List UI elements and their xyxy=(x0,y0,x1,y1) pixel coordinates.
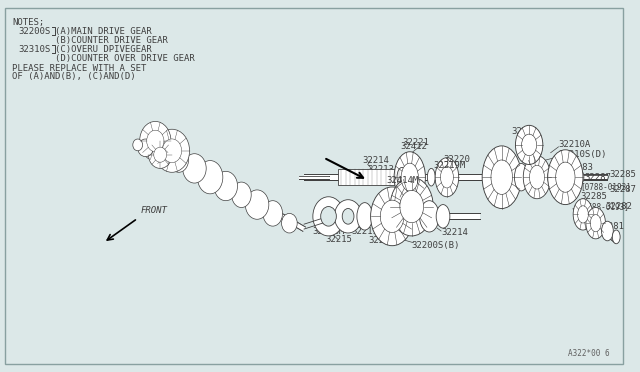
Text: 32210A: 32210A xyxy=(559,140,591,150)
Ellipse shape xyxy=(372,206,382,226)
Text: 32412: 32412 xyxy=(400,142,427,151)
Ellipse shape xyxy=(602,221,613,241)
Ellipse shape xyxy=(263,201,282,226)
Ellipse shape xyxy=(282,214,297,233)
Ellipse shape xyxy=(182,154,206,183)
Ellipse shape xyxy=(138,139,154,157)
Ellipse shape xyxy=(515,163,528,191)
Text: 32219: 32219 xyxy=(351,227,378,235)
Ellipse shape xyxy=(548,167,557,187)
Text: 32218M: 32218M xyxy=(312,227,344,235)
Text: 32287: 32287 xyxy=(609,185,636,195)
Ellipse shape xyxy=(169,147,189,172)
Ellipse shape xyxy=(197,161,223,194)
Ellipse shape xyxy=(214,171,237,201)
Text: 32200S(B): 32200S(B) xyxy=(412,241,460,250)
Ellipse shape xyxy=(154,147,166,162)
Ellipse shape xyxy=(380,200,404,232)
Ellipse shape xyxy=(428,169,435,186)
Text: 32283: 32283 xyxy=(566,163,593,172)
Ellipse shape xyxy=(612,230,620,244)
Text: 32214: 32214 xyxy=(363,156,390,165)
Ellipse shape xyxy=(420,201,439,232)
Text: 32310S: 32310S xyxy=(19,45,51,54)
Ellipse shape xyxy=(334,200,362,233)
Ellipse shape xyxy=(313,197,344,236)
Ellipse shape xyxy=(515,125,543,164)
Text: 32220: 32220 xyxy=(443,155,470,164)
Ellipse shape xyxy=(140,121,171,161)
Ellipse shape xyxy=(133,139,143,151)
Ellipse shape xyxy=(163,139,182,163)
Text: [0788-0193]: [0788-0193] xyxy=(578,202,629,211)
Ellipse shape xyxy=(154,129,189,172)
Ellipse shape xyxy=(321,206,337,226)
Ellipse shape xyxy=(577,206,588,223)
Text: NOTES;: NOTES; xyxy=(12,18,45,27)
Text: [0788-0193]: [0788-0193] xyxy=(580,183,631,192)
Ellipse shape xyxy=(342,209,354,224)
Text: 32287: 32287 xyxy=(584,173,611,182)
Ellipse shape xyxy=(357,203,372,230)
Ellipse shape xyxy=(400,190,424,223)
Ellipse shape xyxy=(522,134,537,155)
Ellipse shape xyxy=(491,160,513,195)
Ellipse shape xyxy=(440,166,453,188)
Text: 32281: 32281 xyxy=(598,222,625,231)
Text: (D)COUNTER OVER DRIVE GEAR: (D)COUNTER OVER DRIVE GEAR xyxy=(56,54,195,63)
Ellipse shape xyxy=(401,163,419,191)
Text: OF (A)AND(B), (C)AND(D): OF (A)AND(B), (C)AND(D) xyxy=(12,73,136,81)
Text: (C)OVERU DPIVEGEAR: (C)OVERU DPIVEGEAR xyxy=(56,45,152,54)
Ellipse shape xyxy=(371,187,413,246)
Ellipse shape xyxy=(556,162,575,192)
Bar xyxy=(339,169,402,185)
Polygon shape xyxy=(304,174,607,180)
Text: 32231: 32231 xyxy=(511,127,538,136)
Text: 32282: 32282 xyxy=(605,202,632,211)
Ellipse shape xyxy=(564,170,572,184)
Text: 32214: 32214 xyxy=(441,228,468,237)
Polygon shape xyxy=(147,136,305,231)
Ellipse shape xyxy=(245,190,269,219)
Ellipse shape xyxy=(482,146,522,209)
Text: (B)COUNTER DRIVE GEAR: (B)COUNTER DRIVE GEAR xyxy=(56,36,168,45)
Ellipse shape xyxy=(435,158,459,197)
Ellipse shape xyxy=(397,167,407,187)
Polygon shape xyxy=(324,214,480,219)
Text: PLEASE REPLACE WITH A SET: PLEASE REPLACE WITH A SET xyxy=(12,64,147,73)
Ellipse shape xyxy=(232,182,252,208)
Polygon shape xyxy=(559,175,607,179)
Ellipse shape xyxy=(394,152,426,203)
Ellipse shape xyxy=(590,215,601,232)
Polygon shape xyxy=(573,204,619,243)
Ellipse shape xyxy=(576,170,584,184)
Text: 32285: 32285 xyxy=(580,192,607,201)
Text: 32221: 32221 xyxy=(402,138,429,147)
Ellipse shape xyxy=(573,199,593,230)
Text: 32215: 32215 xyxy=(326,235,353,244)
Text: 32219M: 32219M xyxy=(433,161,465,170)
Text: 32200S: 32200S xyxy=(19,28,51,36)
Ellipse shape xyxy=(548,150,583,205)
Text: (A)MAIN DRIVE GEAR: (A)MAIN DRIVE GEAR xyxy=(56,28,152,36)
Ellipse shape xyxy=(390,177,433,236)
Text: 32414M: 32414M xyxy=(387,176,419,185)
Text: 32285: 32285 xyxy=(609,170,636,179)
Text: 32227: 32227 xyxy=(369,236,396,245)
Polygon shape xyxy=(299,176,328,179)
Ellipse shape xyxy=(148,141,172,169)
Text: FRONT: FRONT xyxy=(141,206,168,215)
Ellipse shape xyxy=(586,208,605,239)
Ellipse shape xyxy=(436,205,450,228)
Text: 32310S(D): 32310S(D) xyxy=(559,150,607,159)
Text: A322*00 6: A322*00 6 xyxy=(568,349,610,358)
Ellipse shape xyxy=(524,155,550,199)
Ellipse shape xyxy=(147,130,164,152)
Ellipse shape xyxy=(324,214,339,221)
Text: 32213: 32213 xyxy=(367,165,394,174)
Ellipse shape xyxy=(529,165,545,189)
